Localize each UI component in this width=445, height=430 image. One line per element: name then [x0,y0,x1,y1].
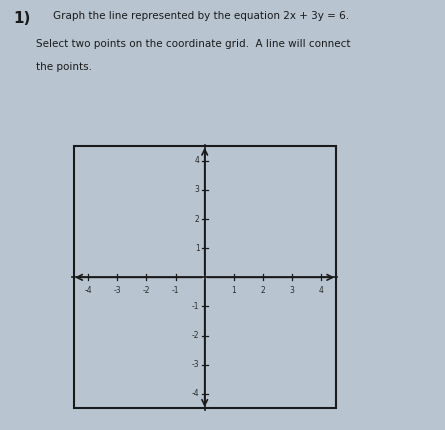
Text: 3: 3 [290,286,295,295]
Text: -3: -3 [192,360,199,369]
Text: -4: -4 [192,390,199,398]
Text: Graph the line represented by the equation 2x + 3y = 6.: Graph the line represented by the equati… [53,11,349,21]
Text: 2: 2 [261,286,265,295]
Text: -4: -4 [85,286,92,295]
Text: the points.: the points. [36,62,92,72]
Text: -3: -3 [113,286,121,295]
Text: Select two points on the coordinate grid.  A line will connect: Select two points on the coordinate grid… [36,39,350,49]
Text: 3: 3 [194,185,199,194]
Text: 4: 4 [319,286,324,295]
Text: -1: -1 [172,286,179,295]
Text: 1): 1) [13,11,31,26]
Text: -1: -1 [192,302,199,311]
Text: 4: 4 [194,157,199,165]
Text: 2: 2 [195,215,199,224]
Text: 1: 1 [195,244,199,253]
Text: 1: 1 [231,286,236,295]
Text: -2: -2 [143,286,150,295]
Text: -2: -2 [192,331,199,340]
